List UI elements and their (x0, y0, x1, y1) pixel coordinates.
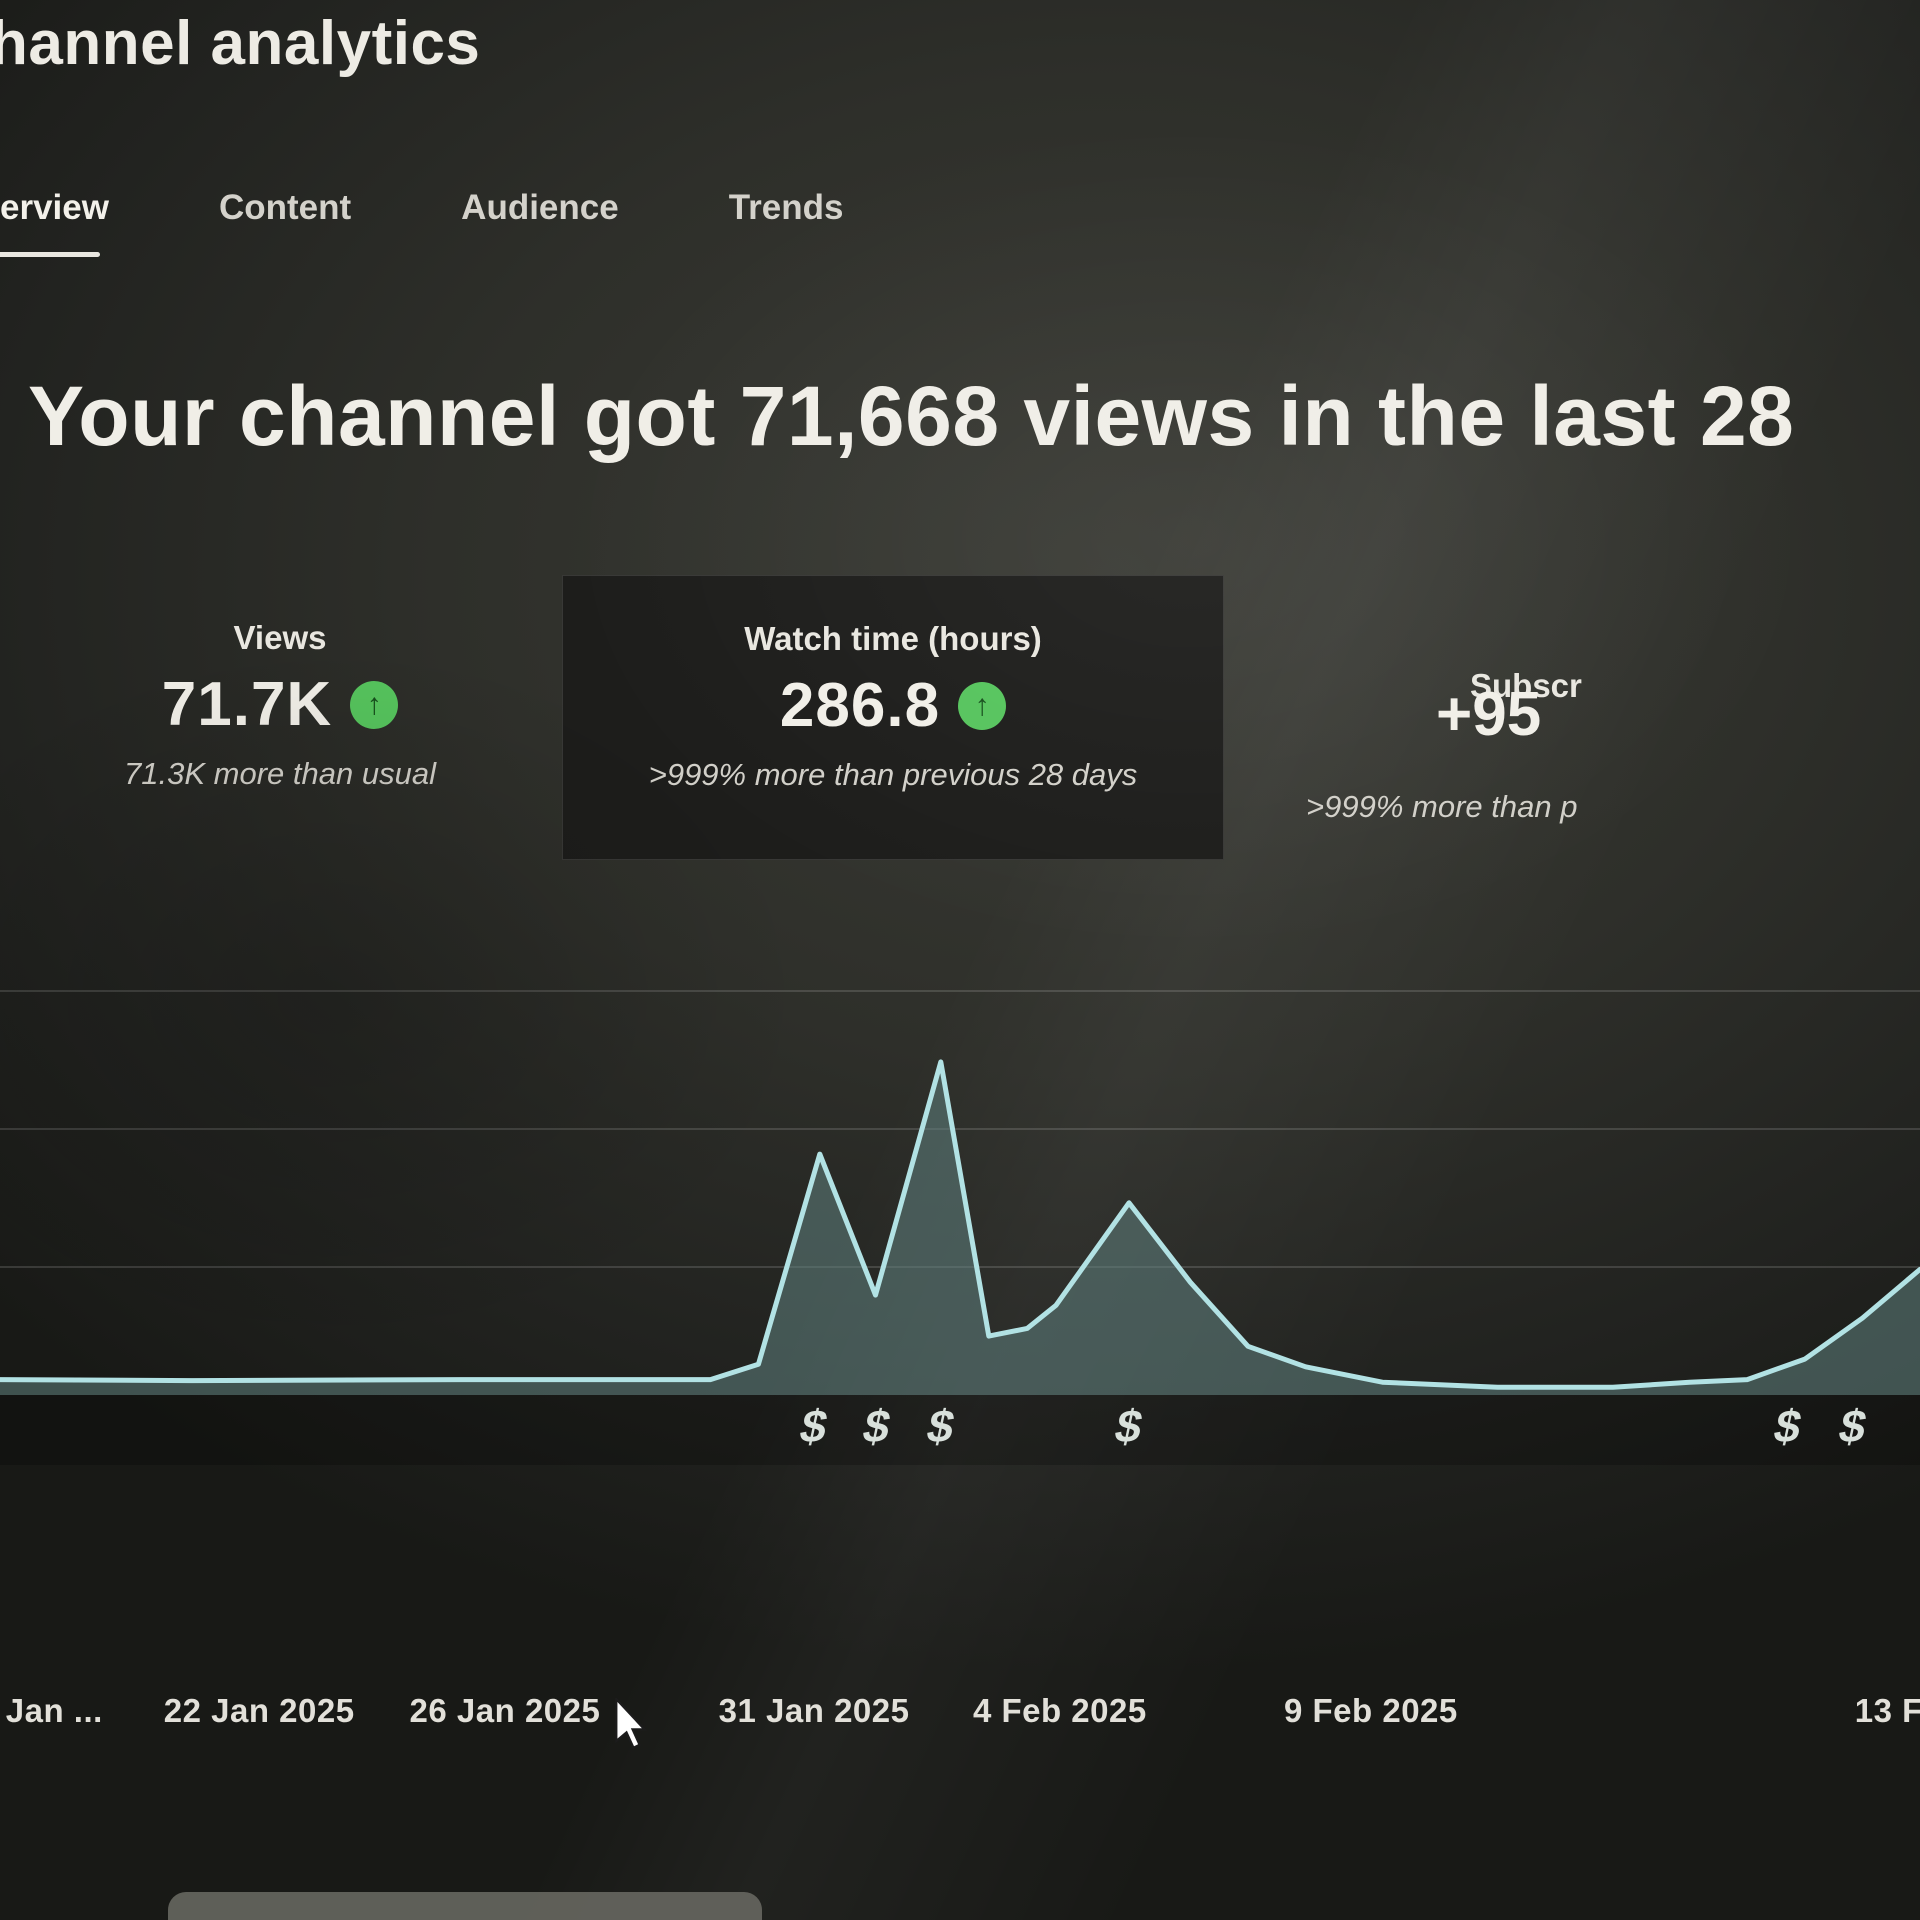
mouse-cursor-icon (615, 1698, 648, 1750)
x-axis-label: 4 Feb 2025 (972, 1692, 1147, 1729)
metric-delta: 71.3K more than usual (124, 756, 436, 791)
chart-line (0, 1059, 1920, 1390)
monetization-marker-icon[interactable]: $ (922, 1400, 960, 1452)
metric-card-views[interactable]: Views 71.7K ↑ 71.3K more than usual (0, 575, 560, 858)
monetization-marker-icon[interactable]: $ (1110, 1400, 1148, 1452)
summary-headline: Your channel got 71,668 views in the las… (28, 369, 1795, 463)
metric-card-watch-time[interactable]: Watch time (hours) 286.8 ↑ >999% more th… (562, 575, 1224, 860)
up-arrow-icon: ↑ (958, 681, 1007, 730)
views-area-chart[interactable] (0, 985, 1920, 1395)
x-axis-label: Jan ... (5, 1692, 103, 1729)
tab-audience[interactable]: Audience (461, 188, 619, 227)
x-axis-label: 26 Jan 2025 (409, 1692, 601, 1729)
x-axis-label: 13 F (1854, 1692, 1920, 1729)
chart-event-marker-strip: $ $ $ $ $ $ (0, 1395, 1920, 1465)
x-axis-label: 9 Feb 2025 (1283, 1692, 1458, 1729)
metric-card-subscribers[interactable]: Subscr +95 >999% more than p (1224, 575, 1920, 858)
metric-label: Subscr (1470, 667, 1582, 704)
tab-bar: erview Content Audience Trends (0, 188, 953, 228)
metric-label: Watch time (hours) (744, 620, 1042, 657)
x-axis: Jan ... 22 Jan 2025 26 Jan 2025 31 Jan 2025… (0, 1692, 1920, 1752)
chart-svg[interactable] (0, 985, 1920, 1395)
monetization-marker-icon[interactable]: $ (859, 1400, 896, 1452)
active-tab-underline (0, 252, 100, 257)
metric-cards: Views 71.7K ↑ 71.3K more than usual Watc… (0, 575, 1920, 860)
metric-delta: >999% more than previous 28 days (648, 757, 1138, 792)
page-title: hannel analytics (0, 9, 481, 78)
metric-value: 71.7K (161, 670, 333, 739)
monetization-marker-icon[interactable]: $ (1834, 1400, 1872, 1452)
tab-trends[interactable]: Trends (728, 188, 844, 227)
metric-value: 286.8 (779, 671, 941, 740)
bottom-rounded-element (168, 1892, 762, 1920)
metric-delta: >999% more than p (1306, 789, 1578, 824)
monetization-marker-icon[interactable]: $ (795, 1400, 833, 1452)
tab-content[interactable]: Content (218, 188, 352, 227)
tab-overview[interactable]: erview (0, 188, 109, 227)
x-axis-label: 31 Jan 2025 (718, 1692, 910, 1729)
monetization-marker-icon[interactable]: $ (1769, 1400, 1806, 1452)
chart-area-fill (0, 1061, 1920, 1395)
metric-value: +95 (1436, 680, 1542, 749)
metric-label: Views (233, 619, 327, 656)
up-arrow-icon: ↑ (350, 680, 399, 729)
x-axis-label: 22 Jan 2025 (163, 1692, 355, 1729)
